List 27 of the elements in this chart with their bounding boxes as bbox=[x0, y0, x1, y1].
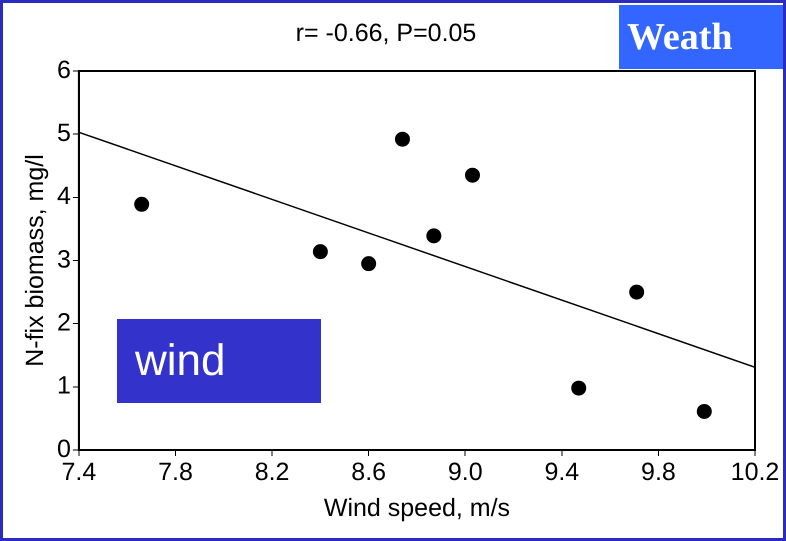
y-tick-label: 2 bbox=[57, 308, 71, 337]
point bbox=[464, 168, 480, 183]
x-tick-label: 10.2 bbox=[730, 458, 780, 486]
y-tick-label: 4 bbox=[57, 182, 71, 210]
annotation: wind bbox=[117, 319, 321, 403]
point bbox=[394, 132, 410, 147]
x-tick-label: 9.4 bbox=[544, 458, 580, 486]
chart-title: r= -0.66, P=0.05 bbox=[296, 18, 476, 47]
point bbox=[571, 380, 586, 396]
x-tick-label: 7.8 bbox=[158, 458, 193, 486]
point bbox=[696, 404, 712, 419]
y-tick-label: 6 bbox=[57, 56, 71, 84]
x-axis-title: Wind speed, m/s bbox=[324, 494, 510, 522]
y-tick-label: 3 bbox=[57, 245, 71, 274]
x-tick-label: 8.2 bbox=[254, 458, 290, 486]
x-tick-label: 9.8 bbox=[641, 458, 676, 486]
point bbox=[361, 256, 376, 272]
point bbox=[312, 244, 328, 260]
point bbox=[426, 228, 442, 244]
point bbox=[629, 284, 644, 300]
text: Weath bbox=[619, 5, 783, 69]
y-tick-label: 5 bbox=[57, 119, 71, 148]
x-tick-label: 9.0 bbox=[448, 458, 483, 486]
y-tick-label: 1 bbox=[57, 372, 71, 400]
y-axis-title: N-fix biomass, mg/l bbox=[20, 154, 49, 367]
point bbox=[134, 196, 150, 212]
x-tick-label: 8.6 bbox=[351, 458, 386, 486]
